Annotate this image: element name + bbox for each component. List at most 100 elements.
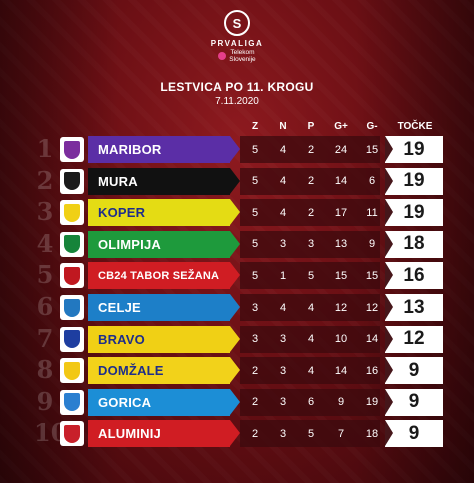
column-header-z: Z: [251, 121, 259, 132]
stat-gf: 17: [334, 206, 348, 219]
team-bar-arrow: [230, 167, 240, 194]
points-value: 12: [385, 325, 443, 353]
stat-z: 3: [251, 301, 259, 314]
stat-z: 2: [251, 427, 259, 440]
stat-z: 5: [251, 143, 259, 156]
stat-ga: 9: [368, 238, 376, 251]
stat-n: 3: [279, 333, 287, 346]
team-name: MARIBOR: [88, 136, 230, 163]
stat-gf: 15: [334, 269, 348, 282]
stat-ga: 15: [365, 143, 379, 156]
team-crest-icon: [60, 263, 84, 289]
stat-p: 2: [307, 175, 315, 188]
stats-bar: [240, 357, 380, 385]
stat-gf: 7: [337, 427, 345, 440]
points-value: 9: [385, 420, 443, 448]
team-name: MURA: [88, 167, 230, 195]
stats-bar: [240, 136, 380, 163]
rank-number: 8: [36, 355, 54, 385]
stat-z: 5: [251, 175, 259, 188]
stat-gf: 12: [334, 301, 348, 314]
stat-p: 4: [307, 364, 315, 377]
stats-bar: [240, 230, 380, 258]
stat-gf: 10: [334, 333, 348, 346]
stat-z: 2: [251, 364, 259, 377]
table-row: 6 CELJE 3 4 4 12 12 13: [0, 292, 474, 321]
stat-gf: 24: [334, 143, 348, 156]
stats-bar: [240, 262, 380, 290]
stats-bar: [240, 294, 380, 321]
team-name: DOMŽALE: [88, 357, 230, 385]
team-name: CELJE: [88, 294, 230, 321]
stat-gf: 14: [334, 175, 348, 188]
stat-n: 4: [279, 206, 287, 219]
team-bar-arrow: [230, 294, 240, 320]
points-notch: [385, 199, 393, 226]
sponsor-line-1: Telekom: [230, 49, 255, 56]
stat-n: 3: [279, 238, 287, 251]
table-row: 5 CB24 TABOR SEŽANA 5 1 5 15 15 16: [0, 260, 474, 290]
stats-bar: [240, 420, 380, 448]
points-value: 13: [385, 294, 443, 321]
column-header-goals-for: G+: [334, 121, 348, 132]
team-name: KOPER: [88, 199, 230, 227]
rank-number: 10: [34, 418, 68, 448]
rank-number: 7: [36, 323, 54, 353]
table-row: 9 GORICA 2 3 6 9 19 9: [0, 387, 474, 416]
stat-gf: 14: [334, 364, 348, 377]
table-row: 10 ALUMINIJ 2 3 5 7 18 9: [0, 418, 474, 448]
league-logo-mark: S: [223, 10, 250, 36]
stat-ga: 6: [368, 175, 376, 188]
team-crest-icon: [60, 326, 84, 352]
stat-z: 5: [251, 206, 259, 219]
stats-bar: [240, 199, 380, 227]
stat-ga: 11: [366, 206, 378, 219]
points-notch: [385, 230, 393, 257]
points-notch: [385, 294, 393, 320]
stat-p: 3: [307, 238, 315, 251]
rank-number: 2: [36, 165, 54, 195]
column-header-goals-against: G-: [366, 121, 378, 132]
team-crest-icon: [60, 231, 84, 257]
league-logo: S PRVALIGA Telekom Slovenije: [0, 10, 474, 65]
rank-number: 4: [36, 228, 54, 258]
team-crest-icon: [60, 421, 84, 447]
rank-number: 6: [36, 292, 54, 321]
team-crest-icon: [60, 137, 84, 162]
points-notch: [385, 357, 393, 384]
stat-ga: 14: [365, 333, 379, 346]
column-header-p: P: [307, 121, 315, 132]
points-value: 9: [385, 388, 443, 416]
points-value: 19: [385, 136, 443, 163]
stat-ga: 15: [365, 269, 379, 282]
team-bar-arrow: [230, 357, 240, 384]
rank-number: 1: [36, 134, 54, 163]
stat-p: 2: [307, 143, 315, 156]
points-value: 19: [385, 199, 443, 227]
stat-p: 4: [307, 333, 315, 346]
stat-n: 3: [279, 427, 287, 440]
stat-gf: 13: [334, 238, 348, 251]
points-value: 18: [385, 230, 443, 258]
stat-p: 5: [307, 427, 315, 440]
stat-ga: 12: [365, 301, 379, 314]
column-header-points: TOČKE: [397, 121, 433, 132]
column-header-n: N: [279, 121, 287, 132]
team-bar-arrow: [230, 230, 240, 257]
team-bar-arrow: [230, 388, 240, 415]
team-crest-icon: [60, 358, 84, 384]
stats-bar: [240, 325, 380, 353]
stat-n: 4: [279, 301, 287, 314]
rank-number: 3: [36, 197, 54, 227]
team-name: ALUMINIJ: [88, 420, 230, 448]
team-crest-icon: [60, 200, 84, 226]
points-notch: [385, 136, 393, 162]
league-name: PRVALIGA: [210, 39, 264, 48]
stat-z: 5: [251, 269, 259, 282]
page-title: LESTVICA PO 11. KROGU: [160, 80, 314, 94]
points-value: 19: [385, 167, 443, 195]
team-name: BRAVO: [88, 325, 230, 353]
rank-number: 5: [36, 260, 54, 290]
team-bar-arrow: [230, 199, 240, 226]
points-value: 9: [385, 357, 443, 385]
